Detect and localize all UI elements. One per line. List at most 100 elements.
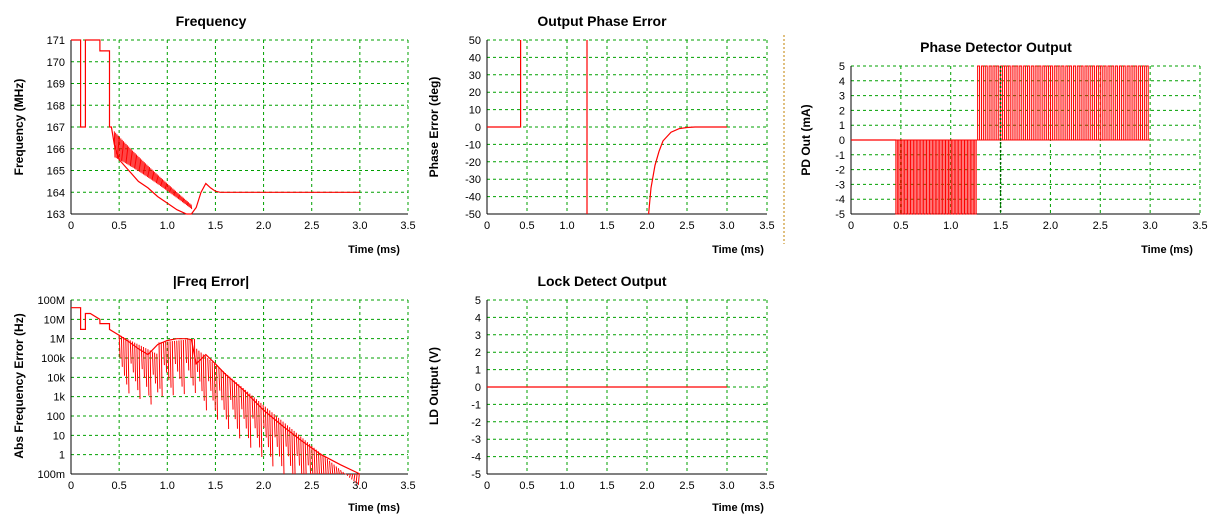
x-tick-label: 0 <box>68 220 74 232</box>
y-tick-label: 40 <box>469 52 481 64</box>
x-tick-label: 1.5 <box>599 480 614 492</box>
x-tick-label: 1.0 <box>559 220 574 232</box>
y-tick-label: 167 <box>47 122 65 134</box>
y-tick-label: 3 <box>475 330 481 342</box>
x-tick-label: 0.5 <box>519 480 534 492</box>
x-tick-label: 2.5 <box>1093 220 1108 232</box>
y-tick-label: 164 <box>47 187 65 199</box>
y-tick-label: -2 <box>471 417 481 429</box>
pd-output-title: Phase Detector Output <box>920 39 1072 55</box>
y-tick-label: 20 <box>469 87 481 99</box>
oscillation-trace <box>113 131 193 210</box>
y-tick-label: -10 <box>465 139 481 151</box>
y-tick-label: -50 <box>465 209 481 221</box>
y-tick-label: 100 <box>47 411 65 423</box>
y-tick-label: 170 <box>47 57 65 69</box>
frequency-ylabel: Frequency (MHz) <box>12 79 26 176</box>
pd-output-xlabel: Time (ms) <box>1141 244 1193 256</box>
y-tick-label: 1 <box>59 450 65 462</box>
x-tick-label: 0.5 <box>893 220 908 232</box>
y-tick-label: 163 <box>47 209 65 221</box>
panel-frequency: Frequency Frequency (MHz) Time (ms) 171 1… <box>12 13 416 256</box>
lock-detect-xlabel: Time (ms) <box>712 502 764 514</box>
freq-error-title: |Freq Error| <box>173 273 249 289</box>
x-tick-label: 2.0 <box>639 220 654 232</box>
x-tick-label: 0 <box>848 220 854 232</box>
x-tick-label: 3.5 <box>400 220 415 232</box>
frequency-xlabel: Time (ms) <box>348 244 400 256</box>
y-tick-label: 10 <box>469 105 481 117</box>
x-tick-label: 1.0 <box>559 480 574 492</box>
x-tick-label: 0.5 <box>111 480 126 492</box>
y-tick-label: -4 <box>835 194 845 206</box>
x-tick-label: 0.5 <box>519 220 534 232</box>
x-tick-label: 3.0 <box>1142 220 1157 232</box>
x-tick-label: 0 <box>484 220 490 232</box>
x-tick-label: 2.5 <box>679 220 694 232</box>
x-tick-label: 3.0 <box>352 220 367 232</box>
x-tick-label: 3.5 <box>400 480 415 492</box>
y-tick-label: 171 <box>47 35 65 47</box>
x-tick-label: 2.5 <box>304 220 319 232</box>
lock-detect-title: Lock Detect Output <box>537 273 666 289</box>
y-tick-label: 1 <box>475 365 481 377</box>
y-tick-label: -40 <box>465 192 481 204</box>
y-tick-label: 5 <box>839 61 845 73</box>
y-tick-label: 10k <box>47 372 65 384</box>
freq-error-xlabel: Time (ms) <box>348 502 400 514</box>
x-tick-label: 3.0 <box>719 480 734 492</box>
y-tick-label: -3 <box>835 179 845 191</box>
panel-lock-detect: Lock Detect Output LD Output (V) Time (m… <box>427 273 775 514</box>
phase-error-ylabel: Phase Error (deg) <box>427 77 441 178</box>
series-line <box>71 39 360 215</box>
x-tick-label: 2.5 <box>304 480 319 492</box>
y-tick-label: -5 <box>471 469 481 481</box>
panel-phase-error: Output Phase Error Phase Error (deg) Tim… <box>427 13 775 256</box>
x-tick-label: 1.5 <box>599 220 614 232</box>
frequency-title: Frequency <box>176 13 247 29</box>
x-tick-label: 1.5 <box>208 480 223 492</box>
x-tick-label: 1.0 <box>943 220 958 232</box>
y-tick-label: 4 <box>839 76 845 88</box>
panel-pd-output: Phase Detector Output PD Out (mA) Time (… <box>799 39 1208 256</box>
y-tick-label: 100M <box>37 295 65 307</box>
y-tick-label: 169 <box>47 79 65 91</box>
x-tick-label: 2.0 <box>256 480 271 492</box>
y-tick-label: 0 <box>839 135 845 147</box>
y-tick-label: 166 <box>47 144 65 156</box>
series-line <box>648 126 727 215</box>
y-tick-label: 100k <box>41 353 65 365</box>
freq-error-ylabel: Abs Frequency Error (Hz) <box>12 313 26 458</box>
x-tick-label: 0 <box>484 480 490 492</box>
y-tick-label: 10M <box>44 314 65 326</box>
y-tick-label: 165 <box>47 166 65 178</box>
y-tick-label: -30 <box>465 174 481 186</box>
oscillation-trace <box>118 334 360 486</box>
y-tick-label: 1M <box>50 334 65 346</box>
y-tick-label: -4 <box>471 452 481 464</box>
y-tick-label: -5 <box>835 209 845 221</box>
x-tick-label: 2.0 <box>639 480 654 492</box>
x-tick-label: 1.5 <box>993 220 1008 232</box>
pulse-series <box>895 139 978 215</box>
y-tick-label: 100m <box>37 469 65 481</box>
pd-output-ylabel: PD Out (mA) <box>799 104 813 175</box>
y-tick-label: 3 <box>839 91 845 103</box>
x-tick-label: 0.5 <box>111 220 126 232</box>
x-tick-label: 0 <box>68 480 74 492</box>
phase-error-title: Output Phase Error <box>537 13 667 29</box>
series-line <box>71 307 361 475</box>
x-tick-label: 2.5 <box>679 480 694 492</box>
x-tick-label: 3.0 <box>352 480 367 492</box>
y-tick-label: 168 <box>47 100 65 112</box>
y-tick-label: -20 <box>465 157 481 169</box>
x-tick-label: 3.5 <box>759 220 774 232</box>
y-tick-label: 5 <box>475 295 481 307</box>
panel-freq-error: |Freq Error| Abs Frequency Error (Hz) Ti… <box>12 273 416 514</box>
x-tick-label: 2.0 <box>256 220 271 232</box>
lock-detect-ylabel: LD Output (V) <box>427 347 441 425</box>
x-tick-label: 1.5 <box>208 220 223 232</box>
